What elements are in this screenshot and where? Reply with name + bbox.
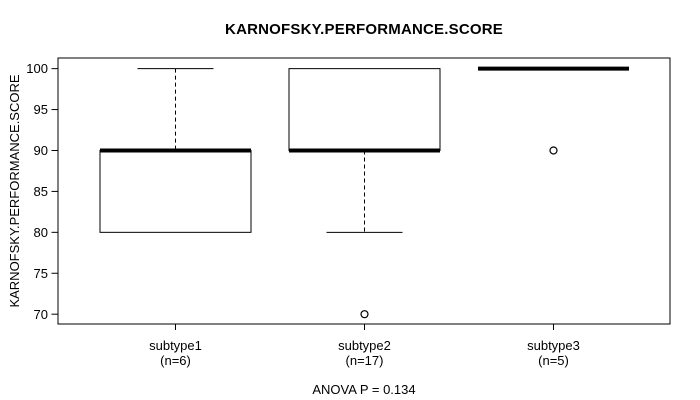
x-group-label: subtype3 (n=5): [479, 338, 629, 368]
y-tick-label: 80: [33, 224, 48, 240]
group-name: subtype1: [149, 338, 202, 353]
iqr-box: [288, 68, 441, 151]
group-n-count: (n=17): [345, 353, 384, 368]
group-n-count: (n=5): [538, 353, 569, 368]
y-tick-label: 85: [33, 183, 48, 199]
y-tick-label: 90: [33, 142, 48, 158]
group-n-count: (n=6): [160, 353, 191, 368]
x-group-label: subtype2 (n=17): [290, 338, 440, 368]
group-name: subtype2: [338, 338, 391, 353]
x-group-label: subtype1 (n=6): [101, 338, 251, 368]
chart-title: KARNOFSKY.PERFORMANCE.SCORE: [225, 21, 503, 38]
outlier-point: [549, 146, 558, 155]
y-tick-label: 75: [33, 265, 48, 281]
y-tick-label: 70: [33, 306, 48, 322]
group-name: subtype3: [527, 338, 580, 353]
y-tick-label: 95: [33, 102, 48, 118]
y-tick-label: 100: [26, 61, 48, 77]
iqr-box: [99, 149, 252, 233]
outlier-point: [360, 310, 369, 319]
anova-annotation: ANOVA P = 0.134: [312, 382, 416, 397]
